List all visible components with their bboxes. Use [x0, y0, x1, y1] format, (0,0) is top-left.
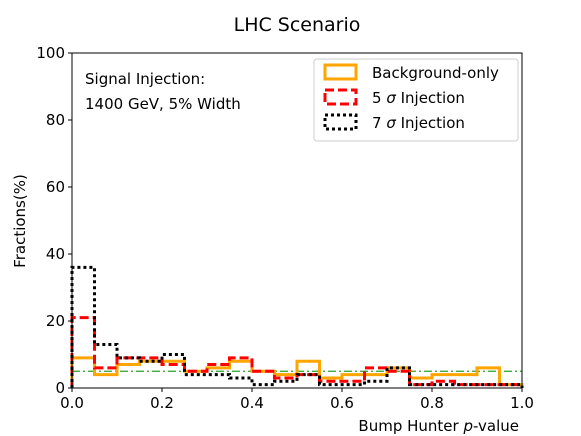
- chart-title: LHC Scenario: [234, 14, 361, 36]
- legend-swatch-background: [323, 63, 358, 81]
- x-axis-label-main: Bump Hunter: [358, 417, 459, 435]
- series-1-step-line: [70, 316, 524, 388]
- plot-area: [70, 52, 524, 389]
- legend-label-7sigma: 7 σ Injection: [372, 114, 465, 132]
- x-tick-label: 0.6: [330, 394, 354, 412]
- y-tick-label: 0: [55, 379, 65, 397]
- x-tick-label: 0.8: [420, 394, 444, 412]
- x-tick-label: 0.4: [240, 394, 264, 412]
- y-axis: 0 20 40 60 80 100: [36, 44, 72, 397]
- axes-frame: [71, 52, 523, 389]
- legend-label-5sigma: 5 σ Injection: [372, 89, 465, 107]
- x-axis-label: Bump Hunter p-value: [358, 417, 519, 435]
- y-tick-label: 40: [46, 245, 65, 263]
- x-axis: 0.0 0.2 0.4 0.6 0.8 1.0: [60, 388, 534, 412]
- y-tick-label: 100: [36, 44, 65, 62]
- x-axis-label-italic: p: [462, 417, 473, 435]
- y-tick-label: 60: [46, 178, 65, 196]
- x-tick-label: 0.0: [60, 394, 84, 412]
- x-tick-label: 0.2: [150, 394, 174, 412]
- x-tick-label: 1.0: [510, 394, 534, 412]
- legend-frame: [313, 58, 519, 142]
- annotation-line-2: 1400 GeV, 5% Width: [85, 95, 241, 113]
- legend-swatch-7sigma: [323, 113, 358, 131]
- y-tick-label: 20: [46, 312, 65, 330]
- legend-swatch-5sigma: [323, 88, 358, 106]
- legend: Background-only 5 σ Injection 7 σ Inject…: [313, 58, 519, 142]
- y-tick-label: 80: [46, 111, 65, 129]
- legend-label-background: Background-only: [372, 64, 499, 82]
- y-axis-label: Fractions(%): [11, 174, 29, 268]
- annotation-line-1: Signal Injection:: [85, 70, 205, 88]
- x-axis-label-suffix: -value: [473, 417, 519, 435]
